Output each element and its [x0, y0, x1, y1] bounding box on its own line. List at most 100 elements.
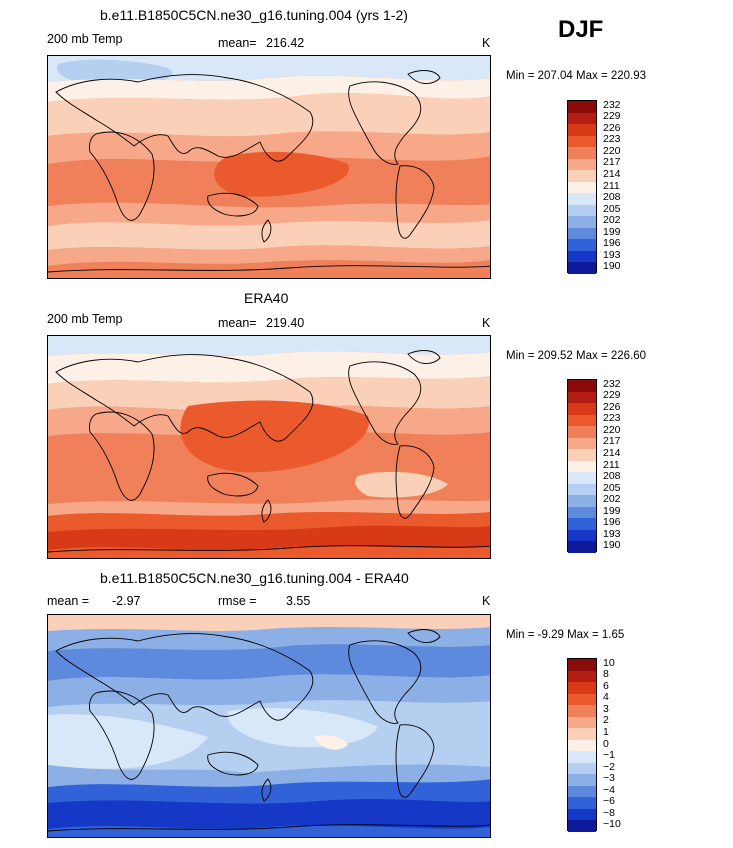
legend-tick-label: 220: [603, 144, 621, 157]
legend-swatch: [568, 227, 596, 240]
legend-tick-label: 0: [603, 737, 609, 750]
legend-tick-label: 196: [603, 516, 621, 529]
legend-tick-label: 1: [603, 725, 609, 738]
legend-tick-label: 211: [603, 458, 620, 471]
legend-swatch: [568, 518, 596, 530]
legend-tick-label: 232: [603, 98, 621, 111]
legend-tick-label: 196: [603, 237, 621, 250]
panel-2-min-label: Min =: [506, 350, 535, 362]
panel-2-minmax: Min = 209.52 Max = 226.60: [506, 350, 646, 362]
panel-2-units: K: [482, 316, 491, 330]
legend-swatch: [568, 693, 596, 706]
legend-tick-label: 220: [603, 423, 621, 436]
legend-swatch: [568, 204, 596, 217]
legend-swatch: [568, 239, 596, 251]
legend-tick-label: 214: [603, 167, 621, 180]
panel-3-mean-label: mean =: [47, 594, 90, 608]
panel-3-max-value: 1.65: [601, 629, 625, 641]
panel-3-units: K: [482, 594, 491, 608]
legend-tick-label: 214: [603, 446, 621, 459]
legend-swatch: [568, 250, 596, 263]
legend-swatch: [568, 751, 596, 763]
legend-swatch: [568, 147, 596, 159]
legend-swatch: [568, 124, 596, 136]
legend-swatch: [568, 262, 596, 274]
legend-swatch: [568, 158, 596, 171]
panel-3-title: b.e11.B1850C5CN.ne30_g16.tuning.004 - ER…: [100, 570, 409, 586]
legend-tick-label: 217: [603, 435, 621, 448]
legend-swatch: [568, 739, 596, 752]
legend-tick-label: 2: [603, 714, 609, 727]
legend-tick-label: 3: [603, 702, 609, 715]
legend-tick-label: 6: [603, 679, 609, 692]
legend-tick-label: 232: [603, 377, 621, 390]
panel-1-max-value: 220.93: [610, 70, 647, 82]
legend-swatch: [568, 193, 596, 205]
legend-tick-label: 208: [603, 191, 621, 204]
legend-swatch: [568, 112, 596, 125]
legend-swatch: [568, 483, 596, 496]
legend-swatch: [568, 762, 596, 775]
panel-3-rmse-value: 3.55: [286, 594, 311, 608]
legend-swatch: [568, 170, 596, 182]
legend-swatch: [568, 728, 596, 740]
legend-swatch: [568, 682, 596, 694]
panel-3-min-label: Min =: [506, 629, 535, 641]
panel-1-min-label: Min =: [506, 70, 535, 82]
legend-swatch: [568, 506, 596, 519]
season-label: DJF: [558, 16, 604, 43]
legend-swatch: [568, 437, 596, 450]
panel-1-min-value: 207.04: [537, 70, 573, 82]
legend-swatch: [568, 785, 596, 798]
panel-1-mean-value: 216.42: [266, 36, 305, 50]
legend-tick-label: −8: [603, 806, 615, 819]
legend-tick-label: 229: [603, 389, 621, 402]
legend-swatch: [568, 670, 596, 683]
legend-swatch: [568, 472, 596, 484]
legend-tick-label: 199: [603, 225, 621, 238]
panel-3-minmax: Min = -9.29 Max = 1.65: [506, 629, 624, 641]
legend-tick-label: −2: [603, 760, 615, 773]
legend-tick-label: 202: [603, 214, 621, 227]
panel-2-min-value: 209.52: [537, 350, 573, 362]
legend-swatch: [568, 380, 596, 392]
panel-3-rmse-label: rmse =: [218, 594, 257, 608]
panel-2-map: [47, 335, 491, 559]
legend-tick-label: 205: [603, 481, 621, 494]
panel-2-color-legend: [567, 379, 597, 553]
legend-tick-label: 226: [603, 400, 621, 413]
panel-3-color-legend: [567, 658, 597, 832]
panel-1-title: b.e11.B1850C5CN.ne30_g16.tuning.004 (yrs…: [100, 7, 408, 23]
panel-1-mean-label: mean=: [218, 36, 257, 50]
legend-swatch: [568, 774, 596, 786]
panel-1-field-label: 200 mb Temp: [47, 32, 123, 46]
legend-tick-label: 190: [603, 539, 621, 552]
legend-swatch: [568, 426, 596, 438]
legend-tick-label: −3: [603, 772, 615, 785]
legend-swatch: [568, 449, 596, 461]
legend-swatch: [568, 216, 596, 228]
panel-3-max-label: Max =: [567, 629, 599, 641]
legend-tick-label: 223: [603, 412, 621, 425]
panel-1-max-label: Max =: [576, 70, 608, 82]
legend-swatch: [568, 135, 596, 148]
legend-swatch: [568, 716, 596, 729]
panel-2-title: ERA40: [244, 290, 289, 306]
legend-tick-label: 202: [603, 493, 621, 506]
legend-swatch: [568, 414, 596, 427]
legend-tick-label: −4: [603, 783, 615, 796]
legend-swatch: [568, 460, 596, 473]
legend-tick-label: 229: [603, 110, 621, 123]
legend-tick-label: 193: [603, 527, 621, 540]
legend-tick-label: 4: [603, 691, 609, 704]
panel-1-map: [47, 55, 491, 279]
legend-tick-label: −1: [603, 749, 615, 762]
panel-1-minmax: Min = 207.04 Max = 220.93: [506, 70, 646, 82]
legend-tick-label: 208: [603, 470, 621, 483]
legend-tick-label: 8: [603, 668, 609, 681]
legend-tick-label: 193: [603, 248, 621, 261]
legend-swatch: [568, 529, 596, 542]
legend-tick-label: 10: [603, 656, 615, 669]
legend-swatch: [568, 820, 596, 832]
legend-tick-label: 190: [603, 260, 621, 273]
